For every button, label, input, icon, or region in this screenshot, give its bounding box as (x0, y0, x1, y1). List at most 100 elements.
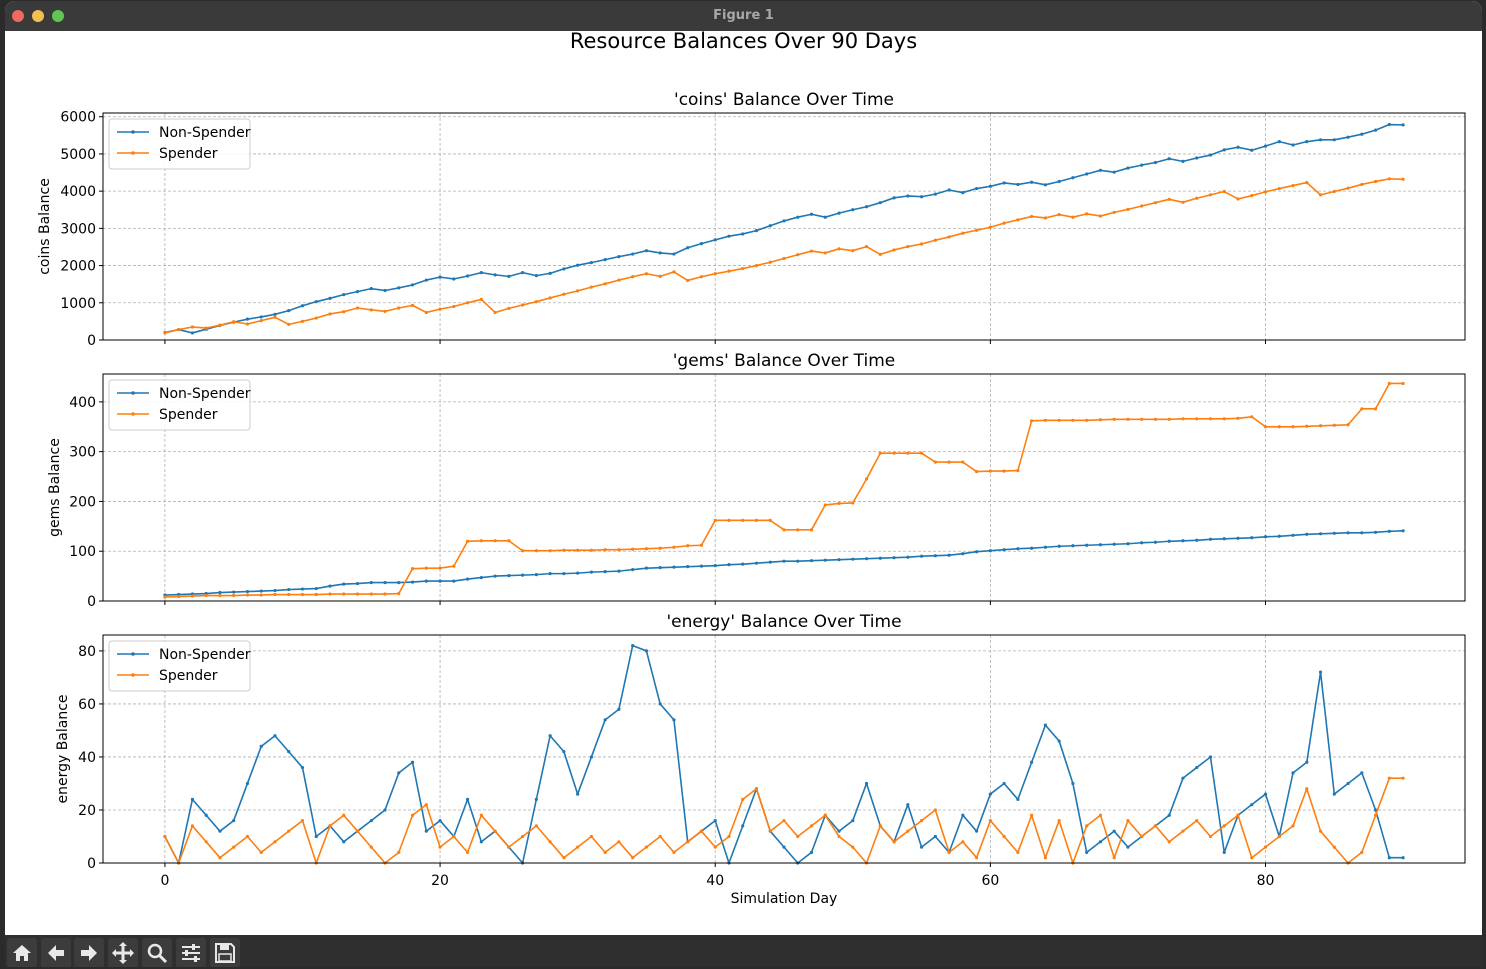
data-point (1167, 157, 1171, 161)
data-point (1318, 829, 1323, 833)
data-point (658, 546, 662, 550)
data-point (823, 813, 827, 817)
data-point (1085, 543, 1089, 547)
data-point (1222, 148, 1226, 152)
data-point (1305, 760, 1309, 764)
data-point (1085, 824, 1089, 828)
data-point (562, 750, 566, 754)
data-point (589, 755, 593, 759)
data-point (287, 587, 291, 592)
data-point (1112, 856, 1116, 860)
data-point (878, 451, 882, 455)
data-point (1126, 417, 1130, 421)
data-point (837, 558, 841, 562)
data-point (1373, 808, 1378, 812)
data-point (1346, 423, 1350, 427)
data-point (1167, 417, 1171, 421)
data-point (1002, 548, 1006, 552)
data-point (837, 834, 841, 839)
data-point (507, 845, 511, 849)
data-point (576, 289, 580, 293)
data-point (479, 539, 483, 543)
data-point (1263, 792, 1268, 796)
data-point (1043, 418, 1047, 422)
back-button[interactable] (41, 938, 71, 967)
configure-subplots-button[interactable] (176, 938, 206, 967)
data-point (906, 194, 910, 198)
data-point (919, 242, 924, 246)
y-axis-label: energy Balance (55, 694, 71, 803)
data-point (218, 323, 222, 327)
data-point (1071, 544, 1075, 548)
data-point (644, 566, 649, 570)
data-point (809, 212, 814, 216)
data-point (1153, 824, 1158, 828)
axes-frame (102, 634, 1466, 864)
data-point (1401, 529, 1405, 533)
data-point (342, 293, 346, 297)
data-point (617, 569, 621, 573)
data-point (424, 803, 428, 807)
y-tick-label: 20 (78, 803, 96, 819)
data-point (1098, 168, 1103, 172)
data-point (1387, 529, 1391, 533)
data-point (1305, 180, 1309, 185)
data-point (796, 528, 800, 532)
data-point (1153, 201, 1158, 205)
minimize-window-button[interactable] (32, 10, 44, 22)
data-point (190, 824, 195, 828)
data-point (1222, 417, 1226, 421)
data-point (988, 225, 992, 229)
zoom-button[interactable] (142, 938, 172, 967)
data-point (479, 576, 483, 580)
home-button[interactable] (7, 938, 37, 967)
data-point (1195, 765, 1199, 770)
y-tick-label: 5000 (60, 147, 96, 163)
axes-frame (102, 373, 1466, 602)
data-point (892, 451, 896, 455)
forward-button[interactable] (74, 938, 104, 967)
data-point (369, 580, 373, 585)
data-point (1057, 212, 1061, 217)
data-point (809, 528, 814, 532)
title-bar: Figure 1 (5, 1, 1482, 32)
data-point (1030, 180, 1034, 184)
data-point (342, 840, 346, 844)
series-line-spender (164, 382, 1404, 598)
axes-frame (102, 112, 1466, 341)
data-point (328, 584, 332, 588)
data-point (1181, 417, 1185, 421)
data-point (975, 186, 979, 191)
data-point (617, 278, 621, 282)
data-point (892, 840, 896, 844)
data-point (548, 271, 552, 275)
save-button[interactable] (210, 938, 240, 967)
data-point (988, 549, 992, 553)
x-tick-label: 40 (706, 873, 724, 889)
data-point (713, 272, 717, 276)
data-point (919, 845, 924, 849)
data-point (1043, 545, 1047, 549)
data-point (1112, 829, 1116, 833)
data-point (1002, 781, 1006, 786)
data-point (287, 829, 291, 833)
maximize-window-button[interactable] (52, 10, 64, 22)
data-point (1098, 418, 1103, 422)
legend-entry-label: Spender (159, 146, 218, 162)
data-point (245, 317, 250, 321)
data-point (1236, 416, 1240, 420)
close-window-button[interactable] (12, 10, 24, 22)
data-point (232, 320, 236, 324)
data-point (947, 850, 951, 854)
data-point (631, 252, 635, 256)
data-point (933, 808, 937, 812)
data-point (809, 824, 814, 828)
data-point (1373, 530, 1378, 534)
legend-entry-label: Spender (159, 668, 218, 684)
data-point (397, 850, 401, 854)
data-point (589, 834, 593, 839)
pan-button[interactable] (108, 938, 138, 967)
legend-swatch-marker (131, 151, 135, 155)
back-arrow-icon (48, 945, 64, 961)
data-point (493, 574, 497, 578)
